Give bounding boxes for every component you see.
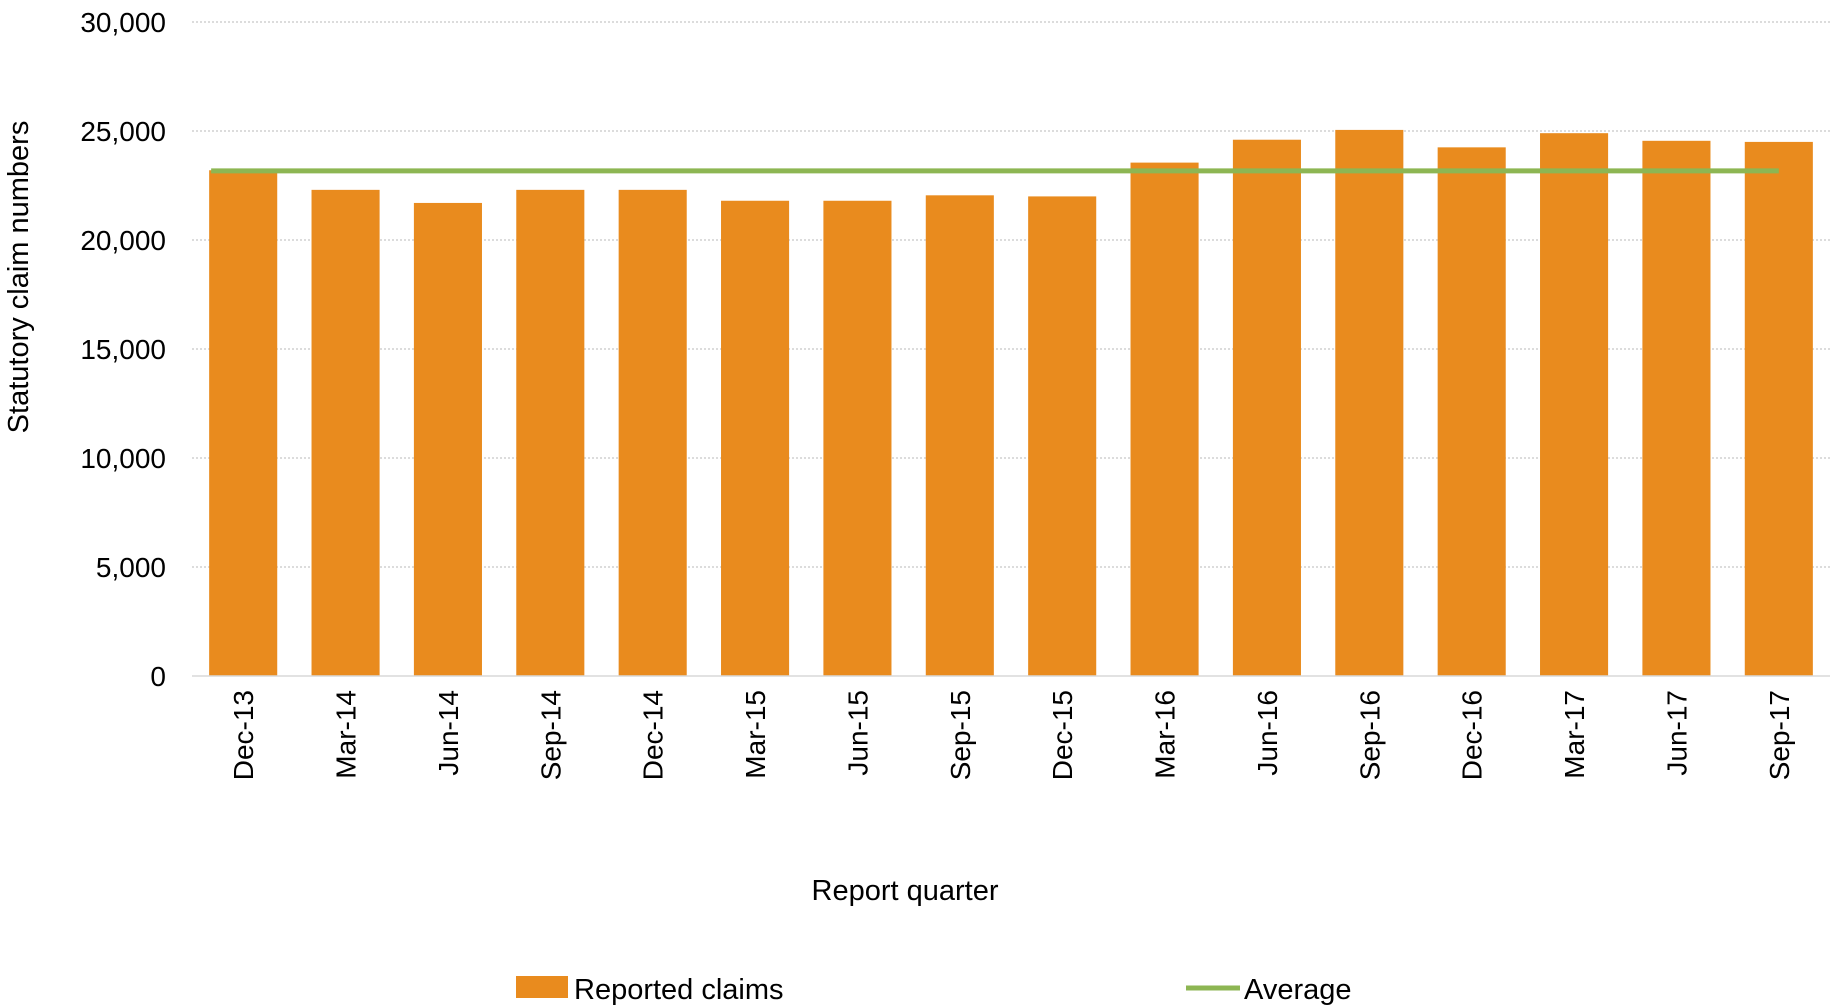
bar-mar-15	[721, 200, 790, 676]
x-tick-label: Sep-15	[945, 690, 976, 780]
x-tick-label: Dec-15	[1047, 690, 1078, 780]
y-axis-ticks: 0 5,000 10,000 15,000 20,000 25,000 30,000	[80, 7, 166, 692]
x-axis-title: Report quarter	[812, 875, 999, 907]
x-tick-label: Sep-17	[1764, 690, 1795, 780]
bar-sep-16	[1335, 129, 1404, 676]
x-tick-label: Mar-14	[331, 690, 362, 779]
y-tick-label: 5,000	[96, 552, 166, 583]
legend-label-reported-claims: Reported claims	[574, 974, 784, 1006]
x-tick-label: Jun-16	[1252, 690, 1283, 776]
bar-jun-15	[823, 200, 892, 676]
x-tick-label: Sep-14	[535, 690, 566, 780]
x-tick-label: Mar-16	[1150, 690, 1181, 779]
x-tick-label: Dec-16	[1457, 690, 1488, 780]
bar-series-reported-claims	[209, 129, 1813, 677]
legend-label-average: Average	[1244, 974, 1352, 1006]
bar-dec-13	[209, 170, 278, 677]
bar-jun-17	[1642, 140, 1711, 676]
bar-sep-17	[1744, 141, 1813, 676]
x-tick-label: Dec-13	[228, 690, 259, 780]
y-tick-label: 25,000	[80, 116, 166, 147]
bar-mar-14	[311, 189, 380, 677]
bar-jun-16	[1232, 139, 1301, 677]
y-tick-label: 0	[150, 661, 166, 692]
y-tick-label: 10,000	[80, 443, 166, 474]
bar-dec-15	[1028, 196, 1097, 676]
bar-mar-17	[1540, 133, 1609, 676]
x-tick-label: Dec-14	[638, 690, 669, 780]
bar-sep-15	[925, 195, 994, 676]
y-tick-label: 30,000	[80, 7, 166, 38]
x-tick-label: Mar-17	[1559, 690, 1590, 779]
x-tick-label: Jun-14	[433, 690, 464, 776]
bar-dec-16	[1437, 147, 1506, 677]
bar-mar-16	[1130, 162, 1199, 677]
bar-sep-14	[516, 189, 585, 677]
y-tick-label: 20,000	[80, 225, 166, 256]
y-tick-label: 15,000	[80, 334, 166, 365]
legend: Reported claims Average	[516, 974, 1352, 1006]
y-axis-title: Statutory claim numbers	[3, 121, 35, 434]
bar-jun-14	[413, 202, 482, 676]
legend-swatch-reported-claims	[516, 976, 568, 998]
x-tick-label: Sep-16	[1354, 690, 1385, 780]
x-tick-label: Mar-15	[740, 690, 771, 779]
bar-dec-14	[618, 189, 687, 677]
x-tick-label: Jun-17	[1661, 690, 1692, 776]
x-tick-label: Jun-15	[842, 690, 873, 776]
x-axis-ticks: Dec-13 Mar-14 Jun-14 Sep-14 Dec-14 Mar-15 Jun-…	[228, 690, 1795, 780]
